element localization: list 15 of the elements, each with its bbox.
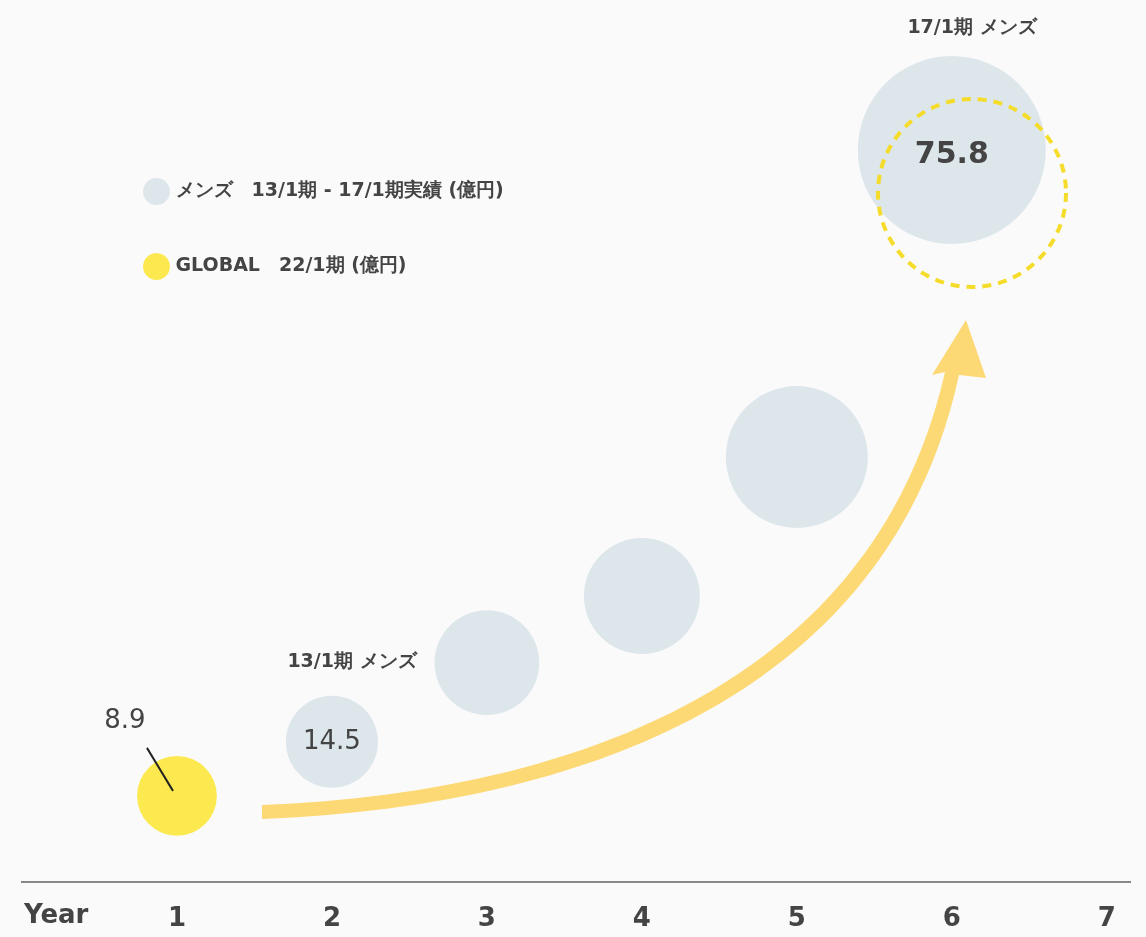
x-tick-label: 4 (632, 902, 651, 933)
data-label: 75.8 (914, 134, 989, 170)
annotation: 13/1期 メンズ (287, 648, 418, 671)
legend-label: メンズ 13/1期 - 17/1期実績 (億円) (175, 178, 504, 201)
x-tick-label: 5 (787, 902, 806, 933)
data-label: 8.9 (104, 703, 146, 734)
data-label: 14.5 (302, 724, 361, 755)
x-tick-label: 1 (167, 902, 187, 933)
x-tick-label: 2 (322, 902, 341, 933)
x-tick-label: 3 (477, 902, 496, 933)
text: 17/1期 メンズ (907, 14, 1038, 37)
x-tick-label: 6 (942, 902, 961, 933)
x-tick-label: 7 (1097, 902, 1116, 933)
x-axis-title: Year (23, 898, 89, 929)
legend-label: GLOBAL 22/1期 (億円) (175, 253, 407, 276)
